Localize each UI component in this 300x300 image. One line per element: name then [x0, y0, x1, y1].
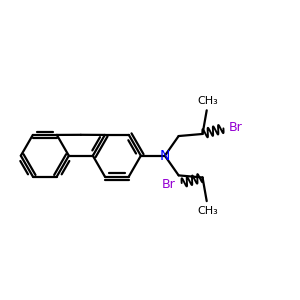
- Text: Br: Br: [229, 121, 243, 134]
- Text: CH₃: CH₃: [197, 206, 218, 216]
- Text: Br: Br: [162, 178, 176, 191]
- Text: N: N: [160, 149, 170, 163]
- Text: CH₃: CH₃: [197, 96, 218, 106]
